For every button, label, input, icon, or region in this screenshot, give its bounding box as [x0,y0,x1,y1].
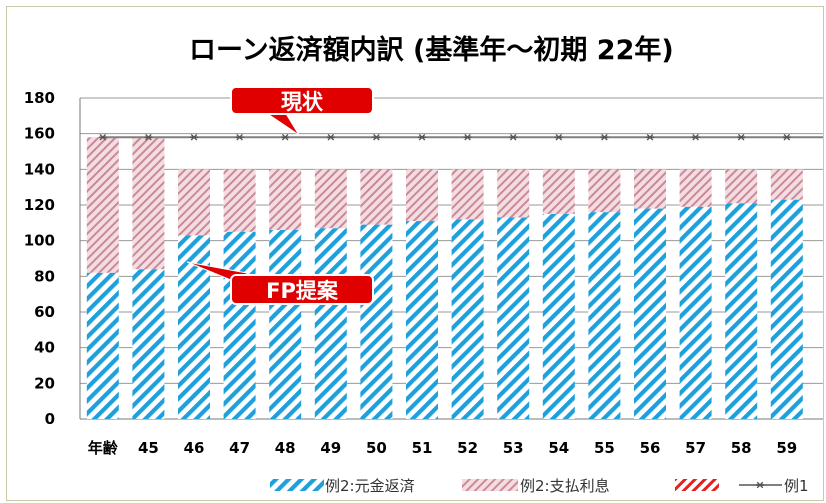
bar-principal [725,203,758,419]
bar-interest [406,169,438,222]
line-marker [190,133,198,141]
bar-principal [497,217,530,419]
x-tick-label: 55 [594,439,615,457]
line-marker [235,133,244,141]
chart-title: ローン返済額内訳 (基準年～初期 22年) [189,34,674,66]
bar-interest [269,169,302,230]
bar-principal [86,272,119,419]
x-tick-label: 47 [229,439,250,457]
x-tick-label: 59 [776,439,797,457]
y-tick-label: 100 [24,232,55,250]
line-marker [326,133,335,141]
y-tick-label: 120 [24,196,55,214]
bar-interest [679,169,712,207]
y-tick-label: 140 [24,160,55,178]
line-marker [782,133,791,141]
bar-principal [588,212,621,419]
bar-principal [360,224,393,419]
line-marker [281,133,290,141]
bar-principal [132,269,165,419]
y-tick-label: 80 [34,267,55,285]
x-tick-label: 48 [275,439,296,457]
line-marker [418,133,426,141]
y-tick-label: 0 [45,410,55,428]
bar-interest [725,169,758,204]
x-tick-label: 51 [412,439,433,457]
bar-principal [223,231,256,419]
bar-interest [86,137,119,273]
chart-svg: ローン返済額内訳 (基準年～初期 22年) 0 20 40 60 80 100 120 140… [24,34,823,495]
callout-current: 現状 [230,86,374,136]
x-tick-label: 50 [366,439,387,457]
chart-frame: ローン返済額内訳 (基準年～初期 22年) 0 20 40 60 80 100 120 140… [6,6,824,501]
bar-interest [451,169,484,220]
line-marker [600,133,609,141]
y-tick-label: 40 [34,339,55,357]
bar-interest [542,169,575,214]
x-tick-label: 53 [503,439,524,457]
line-marker [98,133,107,141]
bar-principal [406,221,438,419]
y-tick-label: 20 [34,374,55,392]
x-tick-label: 46 [184,439,205,457]
line-marker [646,133,654,141]
y-tick-label: 60 [34,303,55,321]
bar-principal [451,219,484,419]
line-marker [737,133,746,141]
bar-principal [269,229,302,419]
bar-principal [634,208,666,419]
bar-interest [634,169,666,209]
x-tick-label: 年齢 [88,439,119,457]
callout-current-text: 現状 [281,90,324,114]
bar-interest [497,169,530,218]
y-tick-label: 160 [24,125,55,143]
legend-swatch-principal [270,479,324,491]
line-marker [144,133,153,141]
callout-fp-text: FP提案 [266,279,339,303]
bar-principal [770,199,803,419]
bar-interest [588,169,621,213]
legend-label-example1: 例1 [784,477,809,495]
bar-interest [770,169,803,200]
x-tick-label: 52 [457,439,478,457]
callout-fp: FP提案 [186,261,374,305]
bar-interest [360,169,393,225]
bar-interest [178,169,210,236]
bar-interest [132,137,165,270]
bar-principal [314,228,347,419]
line-marker [691,133,700,141]
bar-principal [679,206,712,419]
legend-swatch-red [675,479,719,491]
line-marker [372,133,381,141]
line-marker [463,133,472,141]
legend-swatch-interest [462,479,518,491]
x-tick-label: 56 [640,439,661,457]
line-marker [509,133,518,141]
x-tick-label: 45 [138,439,159,457]
x-tick-label: 49 [320,439,341,457]
y-tick-label: 180 [24,89,55,107]
bar-interest [314,169,347,229]
bar-interest [223,169,256,232]
x-tick-label: 54 [548,439,569,457]
x-tick-label: 58 [731,439,752,457]
bar-principal [542,213,575,419]
x-tick-label: 57 [685,439,706,457]
legend-label-principal: 例2:元金返済 [325,477,415,495]
legend-label-interest: 例2:支払利息 [520,477,610,495]
line-marker [554,133,563,141]
